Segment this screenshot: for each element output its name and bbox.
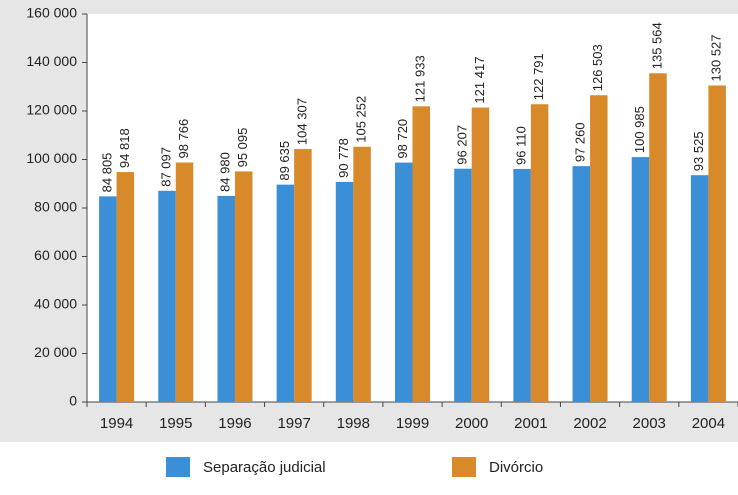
x-tick-label: 1999 (396, 415, 429, 432)
legend-swatch (452, 457, 476, 477)
value-label: 98 720 (395, 119, 410, 159)
value-label: 84 980 (218, 152, 233, 192)
bar (412, 106, 430, 403)
y-tick-label: 100 000 (26, 150, 77, 166)
x-tick-label: 2001 (514, 415, 547, 432)
value-label: 96 207 (454, 125, 469, 165)
value-label: 95 095 (235, 128, 250, 168)
bar (513, 168, 531, 402)
bar (294, 149, 312, 402)
y-tick-label: 0 (69, 393, 77, 409)
legend-swatch (166, 457, 190, 477)
bar (276, 184, 295, 402)
y-tick-label: 60 000 (34, 247, 77, 263)
value-label: 100 985 (632, 106, 647, 153)
value-label: 104 307 (294, 98, 309, 145)
legend-label: Separação judicial (203, 459, 326, 476)
y-tick-label: 160 000 (26, 5, 77, 21)
y-tick-label: 20 000 (34, 344, 77, 360)
value-label: 90 778 (336, 138, 351, 178)
bar (572, 166, 591, 402)
bar (454, 168, 472, 402)
x-tick-label: 2002 (573, 415, 606, 432)
value-label: 96 110 (514, 126, 529, 165)
value-label: 84 805 (99, 153, 114, 193)
value-label: 121 933 (413, 55, 428, 102)
x-tick-label: 2004 (692, 415, 725, 432)
bar (353, 146, 371, 402)
x-tick-label: 1994 (100, 415, 133, 432)
y-tick-label: 120 000 (26, 102, 77, 118)
bar (116, 172, 135, 402)
value-label: 87 097 (158, 147, 173, 187)
legend-label: Divórcio (489, 459, 543, 476)
x-tick-label: 2000 (455, 415, 488, 432)
bar (649, 73, 667, 403)
value-label: 97 260 (573, 122, 588, 162)
x-tick-label: 1997 (277, 415, 310, 432)
value-label: 121 417 (472, 57, 487, 104)
bar (158, 190, 176, 402)
value-label: 98 766 (176, 119, 191, 159)
value-label: 135 564 (649, 22, 664, 69)
bar (99, 196, 117, 402)
y-tick-label: 140 000 (26, 53, 77, 69)
bar (590, 95, 608, 402)
bar (234, 171, 253, 402)
bar (471, 107, 490, 402)
bar (530, 104, 549, 403)
x-tick-label: 1995 (159, 415, 192, 432)
bar (175, 162, 194, 402)
y-tick-label: 40 000 (34, 296, 77, 312)
value-label: 94 818 (117, 128, 132, 168)
value-label: 122 791 (531, 53, 546, 100)
bar (708, 85, 726, 403)
value-label: 93 525 (691, 131, 706, 171)
bar (631, 157, 650, 402)
x-tick-label: 1998 (337, 415, 370, 432)
x-tick-label: 2003 (633, 415, 666, 432)
bar (335, 181, 354, 402)
value-label: 130 527 (709, 34, 724, 81)
value-label: 105 252 (354, 96, 369, 143)
bar (217, 195, 235, 402)
x-tick-label: 1996 (218, 415, 251, 432)
value-label: 89 635 (277, 141, 292, 181)
y-tick-label: 80 000 (34, 199, 77, 215)
bar (690, 175, 709, 402)
value-label: 126 503 (590, 44, 605, 91)
bar (395, 162, 413, 402)
